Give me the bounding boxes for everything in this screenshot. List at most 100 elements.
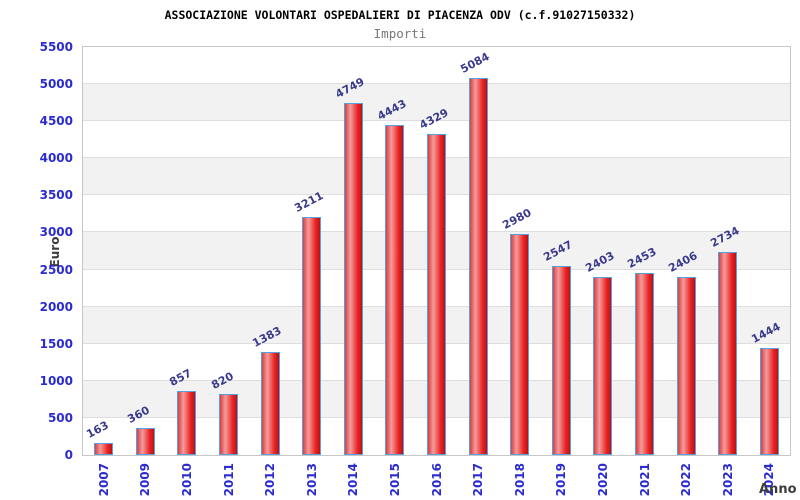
bar-value-label: 4329: [416, 105, 451, 132]
bar-slot-2015: 4443: [374, 47, 416, 455]
bar-value-label: 360: [125, 403, 153, 427]
bar-slot-2024: 1444: [749, 47, 791, 455]
bar-value-label: 2453: [624, 245, 659, 271]
x-tick-label: 2022: [679, 463, 694, 497]
bar-slot-2022: 2406: [665, 47, 707, 455]
bar-2021: [635, 273, 655, 455]
x-tick-label: 2019: [554, 463, 569, 497]
bar-2013: [302, 216, 322, 455]
bar-slot-2020: 2403: [582, 47, 624, 455]
bar-value-label: 2547: [541, 238, 575, 264]
x-tick-label: 2023: [720, 463, 735, 497]
x-tick-slot: 2010: [166, 463, 208, 500]
bar-slot-2007: 163: [83, 47, 125, 455]
gridline: [83, 120, 790, 122]
x-tick-slot: 2011: [208, 463, 250, 500]
x-tick-slot: 2013: [291, 463, 333, 500]
bar-2010: [177, 391, 197, 455]
x-tick-label: 2018: [512, 463, 527, 497]
bar-2019: [551, 266, 571, 455]
bar-value-label: 4443: [375, 97, 409, 124]
x-tick-label: 2009: [138, 463, 153, 497]
bar-2007: [94, 442, 114, 455]
y-tick-label: 3000: [39, 225, 73, 240]
bar-2020: [593, 276, 613, 455]
bar-value-label: 2734: [708, 224, 742, 251]
bar-value-label: 1444: [749, 319, 783, 346]
bar-2009: [135, 428, 155, 455]
x-tick-label: 2013: [304, 463, 319, 497]
chart-title: ASSOCIAZIONE VOLONTARI OSPEDALIERI DI PI…: [164, 8, 636, 22]
x-tick-slot: 2016: [416, 463, 458, 500]
bar-2023: [718, 252, 738, 455]
x-tick-slot: 2023: [707, 463, 749, 500]
y-tick-label: 4000: [39, 151, 73, 166]
x-tick-slot: 2007: [83, 463, 125, 500]
bar-value-label: 2980: [500, 205, 534, 232]
bar-value-label: 4749: [333, 74, 367, 101]
bar-slot-2009: 360: [125, 47, 167, 455]
x-axis-tick-labels: 2007 2009 2010 2011 2012 2013 2014 2015 2016 2017…: [83, 463, 790, 500]
y-axis-tick-labels: 0 500 1000 1500 2000 2500 3000 3500 4000 4500 5000…: [0, 40, 73, 462]
bar-slot-2012: 1383: [249, 47, 291, 455]
plot-band: [83, 84, 790, 122]
bar-2024: [759, 347, 779, 455]
bar-value-label: 5084: [458, 49, 492, 76]
x-tick-slot: 2012: [249, 463, 291, 500]
bar-slot-2010: 857: [166, 47, 208, 455]
y-tick-label: 500: [47, 410, 73, 425]
x-tick-label: 2017: [471, 463, 486, 497]
bar-2015: [385, 125, 405, 455]
x-tick-label: 2010: [179, 463, 194, 497]
x-tick-slot: 2019: [541, 463, 583, 500]
bar-value-label: 2403: [583, 248, 617, 275]
y-tick-label: 5500: [39, 40, 73, 54]
bar-slot-2017: 5084: [457, 47, 499, 455]
bar-slot-2021: 2453: [624, 47, 666, 455]
x-tick-slot: 2009: [125, 463, 167, 500]
x-tick-slot: 2022: [665, 463, 707, 500]
bar-value-label: 857: [167, 367, 194, 390]
bar-slot-2018: 2980: [499, 47, 541, 455]
x-tick-slot: 2018: [499, 463, 541, 500]
plot-area: 163 360 857 820 1383 3211 4749 4443 4329 5084 2980…: [82, 46, 791, 456]
x-tick-label: 2020: [595, 463, 610, 497]
gridline: [83, 83, 790, 85]
bar-value-label: 2406: [666, 248, 700, 275]
x-tick-slot: 2015: [374, 463, 416, 500]
y-tick-label: 1500: [39, 336, 73, 351]
bar-2014: [343, 102, 363, 455]
bar-slot-2023: 2734: [707, 47, 749, 455]
y-tick-label: 2500: [39, 262, 73, 277]
x-tick-slot: 2017: [457, 463, 499, 500]
x-tick-label: 2011: [221, 463, 236, 497]
y-tick-label: 4500: [39, 114, 73, 129]
x-tick-label: 2016: [429, 463, 444, 497]
bar-slot-2013: 3211: [291, 47, 333, 455]
y-tick-label: 3500: [39, 188, 73, 203]
bar-slot-2014: 4749: [333, 47, 375, 455]
bar-2017: [468, 77, 488, 455]
bar-2018: [510, 233, 530, 455]
x-tick-slot: 2020: [582, 463, 624, 500]
chart-subtitle: Importi: [373, 26, 427, 41]
bar-2011: [219, 394, 239, 455]
x-tick-label: 2015: [387, 463, 402, 497]
bar-slot-2016: 4329: [416, 47, 458, 455]
bar-slot-2019: 2547: [541, 47, 583, 455]
x-tick-label: 2021: [637, 463, 652, 497]
y-tick-label: 5000: [39, 77, 73, 92]
x-tick-label: 2012: [263, 463, 278, 497]
bar-2016: [427, 133, 447, 455]
bar-2012: [260, 352, 280, 455]
y-tick-label: 0: [64, 448, 73, 462]
bar-value-label: 820: [208, 369, 236, 393]
bar-value-label: 3211: [292, 188, 326, 215]
plot-band: [83, 47, 790, 85]
x-axis-title: Anno: [759, 482, 797, 497]
bar-value-label: 1383: [250, 324, 284, 351]
bar-slot-2011: 820: [208, 47, 250, 455]
bar-2022: [676, 276, 696, 455]
x-tick-label: 2007: [96, 463, 111, 497]
